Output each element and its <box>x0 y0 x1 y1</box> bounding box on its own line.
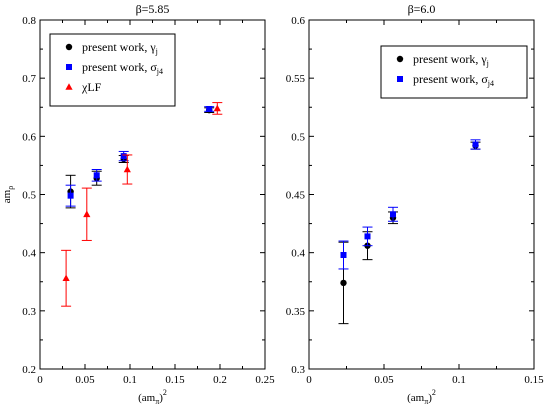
data-point <box>472 141 479 148</box>
y-tick-label: 0.2 <box>22 364 36 376</box>
legend-marker <box>66 64 72 70</box>
legend-label: present work, γj <box>82 40 158 56</box>
data-point <box>123 165 131 173</box>
x-axis-title-sup: 2 <box>432 388 436 397</box>
y-tick-label: 0.7 <box>22 73 36 85</box>
data-point <box>340 279 347 287</box>
data-point <box>206 105 213 112</box>
x-tick-label: 0.2 <box>213 374 227 386</box>
x-tick-label: 0.1 <box>123 374 137 386</box>
legend-marker <box>65 43 73 51</box>
legend-label: present work, σj4 <box>413 72 494 88</box>
legend-label-main: present work, σ <box>413 72 488 86</box>
y-tick-label: 0.6 <box>22 131 36 143</box>
data-point <box>67 192 74 199</box>
legend-label-main: present work, γ <box>413 52 487 66</box>
data-point <box>213 104 221 112</box>
data-point <box>364 233 371 240</box>
x-tick-label: 0.1 <box>452 374 466 386</box>
data-point <box>120 153 127 160</box>
y-axis-title-sub: ρ <box>6 186 15 190</box>
y-tick-label: 0.5 <box>291 131 305 143</box>
x-axis-title-main: (am <box>138 392 156 404</box>
x-tick-label: 0.05 <box>374 374 394 386</box>
y-tick-label: 0.35 <box>286 306 306 318</box>
x-axis-title-tail: ) <box>428 392 432 404</box>
x-tick-label: 0.15 <box>165 374 185 386</box>
legend-label-sub: j <box>486 59 489 68</box>
y-tick-label: 0.8 <box>22 15 36 27</box>
legend-label-sub: j4 <box>487 79 494 88</box>
x-axis-title-sup: 2 <box>163 388 167 397</box>
y-tick-label: 0.3 <box>22 306 36 318</box>
x-axis-title-tail: ) <box>159 392 163 404</box>
y-axis-title: amρ <box>1 186 15 203</box>
y-tick-label: 0.6 <box>291 15 305 27</box>
x-axis-title: (amπ)2 <box>407 388 436 406</box>
legend-marker <box>397 76 403 82</box>
x-axis-title-sub: π <box>424 397 428 406</box>
y-tick-label: 0.3 <box>291 364 305 376</box>
legend-marker <box>396 55 404 63</box>
series-1 <box>65 106 215 209</box>
series-2 <box>65 105 215 207</box>
data-point <box>340 251 347 258</box>
chart-panel-2: 0 0.05 0.1 0.15 0.3 0.35 0.4 0.45 0.5 0.55 0.6 β=6.… <box>286 2 544 406</box>
legend-label: χLF <box>81 80 102 94</box>
data-point <box>62 274 70 282</box>
x-tick-label: 0.05 <box>75 374 95 386</box>
legend-label-main: present work, σ <box>82 60 157 74</box>
y-axis-title-main: am <box>1 189 13 203</box>
x-axis-title-sub: π <box>155 397 159 406</box>
legend: present work, γj present work, σj4 χLF <box>49 33 176 107</box>
panel-title: β=5.85 <box>136 2 170 16</box>
x-tick-label: 0.15 <box>524 374 544 386</box>
legend-marker <box>65 83 73 90</box>
legend-label: present work, σj4 <box>82 60 163 76</box>
x-tick-label: 0 <box>306 374 312 386</box>
y-tick-label: 0.4 <box>22 248 36 260</box>
y-tick-label: 0.5 <box>22 190 36 202</box>
data-point <box>83 210 91 218</box>
legend-label-main: present work, γ <box>82 40 156 54</box>
data-point <box>390 211 396 218</box>
y-tick-label: 0.55 <box>286 73 306 85</box>
chart-panel-1: 0 0.05 0.1 0.15 0.2 0.25 0.2 0.3 0.4 0.5 0.6 0.7 0.8… <box>1 2 275 406</box>
x-axis-title: (amπ)2 <box>138 388 167 406</box>
series-1 <box>338 141 481 325</box>
legend-label-sub: j4 <box>156 67 163 76</box>
legend-label-main: χLF <box>81 80 102 94</box>
y-tick-label: 0.45 <box>286 190 306 202</box>
data-point <box>93 172 100 179</box>
legend: present work, γj present work, σj4 <box>380 45 528 99</box>
legend-label: present work, γj <box>413 52 489 68</box>
x-tick-label: 0 <box>37 374 43 386</box>
x-tick-label: 0.25 <box>255 374 275 386</box>
series-2 <box>338 139 481 270</box>
legend-box <box>380 45 528 99</box>
legend-label-sub: j <box>155 47 158 56</box>
series-3 <box>61 102 223 307</box>
x-axis-title-main: (am <box>407 392 425 404</box>
panel-title: β=6.0 <box>408 2 436 16</box>
y-tick-label: 0.4 <box>291 248 305 260</box>
